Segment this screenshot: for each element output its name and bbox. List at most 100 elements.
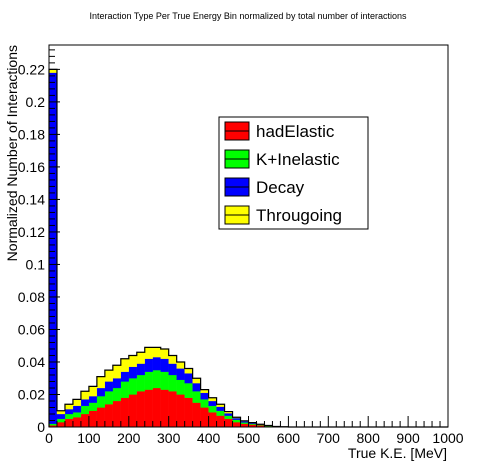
bar-k-inelastic-bin-3 [73,412,81,417]
bar-k-inelastic-bin-1 [57,419,65,422]
legend-label-decay: Decay [256,178,305,197]
x-tick-label: 600 [277,430,301,446]
bar-k-inelastic-bin-19 [201,399,209,407]
x-tick-label: 200 [117,430,141,446]
y-tick-label: 0.02 [18,386,45,402]
y-tick-label: 0.18 [18,126,45,142]
bar-decay-bin-5 [89,396,97,403]
bar-k-inelastic-bin-17 [185,383,193,398]
x-tick-label: 300 [157,430,181,446]
bar-hadelastic-bin-15 [169,391,177,427]
bar-k-inelastic-bin-13 [153,370,161,388]
bar-througoing-bin-9 [121,359,129,372]
bar-througoing-bin-13 [153,347,161,357]
bar-decay-bin-18 [193,383,201,391]
bar-k-inelastic-bin-18 [193,391,201,402]
bar-hadelastic-bin-4 [81,414,89,427]
bar-k-inelastic-bin-21 [217,411,225,416]
y-tick-label: 0 [37,419,45,435]
bar-decay-bin-22 [225,413,233,415]
bar-hadelastic-bin-10 [129,394,137,427]
bar-decay-bin-11 [137,364,145,375]
bar-decay-bin-23 [233,418,241,420]
bar-decay-bin-21 [217,407,225,411]
bar-througoing-bin-15 [169,355,177,363]
legend: hadElastic K+Inelastic Decay Througoing [219,117,368,229]
bar-througoing-bin-4 [81,391,89,399]
bar-decay-bin-24 [241,421,249,422]
bar-k-inelastic-bin-9 [121,381,129,397]
bar-decay-bin-15 [169,364,177,375]
bar-hadelastic-bin-13 [153,388,161,427]
bar-througoing-bin-3 [73,399,81,406]
bar-decay-bin-10 [129,367,137,378]
x-axis-label: True K.E. [MeV] [348,445,447,461]
x-tick-label: 0 [45,430,53,446]
bar-througoing-bin-12 [145,347,153,358]
bar-k-inelastic-bin-8 [113,388,121,401]
bar-hadelastic-bin-3 [73,417,81,427]
bar-througoing-bin-8 [113,365,121,378]
x-tick-label: 900 [396,430,420,446]
bar-hadelastic-bin-16 [177,394,185,427]
bar-hadelastic-bin-5 [89,411,97,427]
bar-hadelastic-bin-21 [217,416,225,427]
bar-hadelastic-bin-17 [185,398,193,427]
x-tick-label: 400 [197,430,221,446]
bar-k-inelastic-bin-23 [233,420,241,422]
bar-hadelastic-bin-8 [113,401,121,427]
bar-decay-bin-17 [185,373,193,383]
bar-througoing-bin-10 [129,355,137,366]
legend-label-hadelastic: hadElastic [256,122,335,141]
bar-througoing-bin-5 [89,386,97,396]
bar-hadelastic-bin-12 [145,390,153,427]
bar-througoing-bin-17 [185,368,193,373]
bar-decay-bin-2 [65,409,73,414]
bar-througoing-bin-16 [177,362,185,369]
y-tick-label: 0.06 [18,321,45,337]
bar-decay-bin-3 [73,406,81,413]
bar-k-inelastic-bin-14 [161,372,169,390]
bar-througoing-bin-2 [65,404,73,409]
legend-label-througoing: Througoing [256,206,342,225]
y-tick-label: 0.22 [18,61,45,77]
bar-througoing-bin-18 [193,378,201,383]
bar-k-inelastic-bin-24 [241,422,249,423]
bar-decay-bin-8 [113,378,121,388]
bar-decay-bin-13 [153,357,161,370]
bar-hadelastic-bin-14 [161,390,169,427]
bar-decay-bin-7 [105,381,113,391]
bar-k-inelastic-bin-7 [105,391,113,404]
bar-k-inelastic-bin-5 [89,403,97,411]
bar-k-inelastic-bin-12 [145,372,153,390]
bar-k-inelastic-bin-4 [81,406,89,414]
x-tick-label: 1000 [432,430,463,446]
y-tick-label: 0.2 [26,94,46,110]
chart-title: Interaction Type Per True Energy Bin nor… [90,11,407,21]
bar-througoing-bin-11 [137,352,145,363]
x-tick-label: 700 [317,430,341,446]
bar-decay-bin-20 [209,401,217,406]
bar-hadelastic-bin-19 [201,407,209,427]
bar-througoing-bin-14 [161,349,169,359]
bar-hadelastic-bin-23 [233,422,241,427]
bar-k-inelastic-bin-10 [129,378,137,394]
bar-hadelastic-bin-1 [57,422,65,427]
x-tick-label: 800 [357,430,381,446]
bar-decay-bin-19 [201,393,209,400]
bar-hadelastic-bin-20 [209,412,217,427]
bar-througoing-bin-6 [97,377,105,388]
bar-k-inelastic-bin-15 [169,375,177,391]
y-tick-label: 0.08 [18,289,45,305]
bar-k-inelastic-bin-6 [97,396,105,407]
bar-decay-bin-12 [145,359,153,372]
bar-k-inelastic-bin-0 [49,424,57,426]
y-tick-label: 0.04 [18,354,45,370]
x-tick-label: 500 [237,430,261,446]
bar-hadelastic-bin-9 [121,398,129,427]
legend-label-k-inelastic: K+Inelastic [256,150,340,169]
bar-hadelastic-bin-6 [97,407,105,427]
bar-k-inelastic-bin-16 [177,380,185,395]
bar-decay-bin-0 [49,73,57,424]
